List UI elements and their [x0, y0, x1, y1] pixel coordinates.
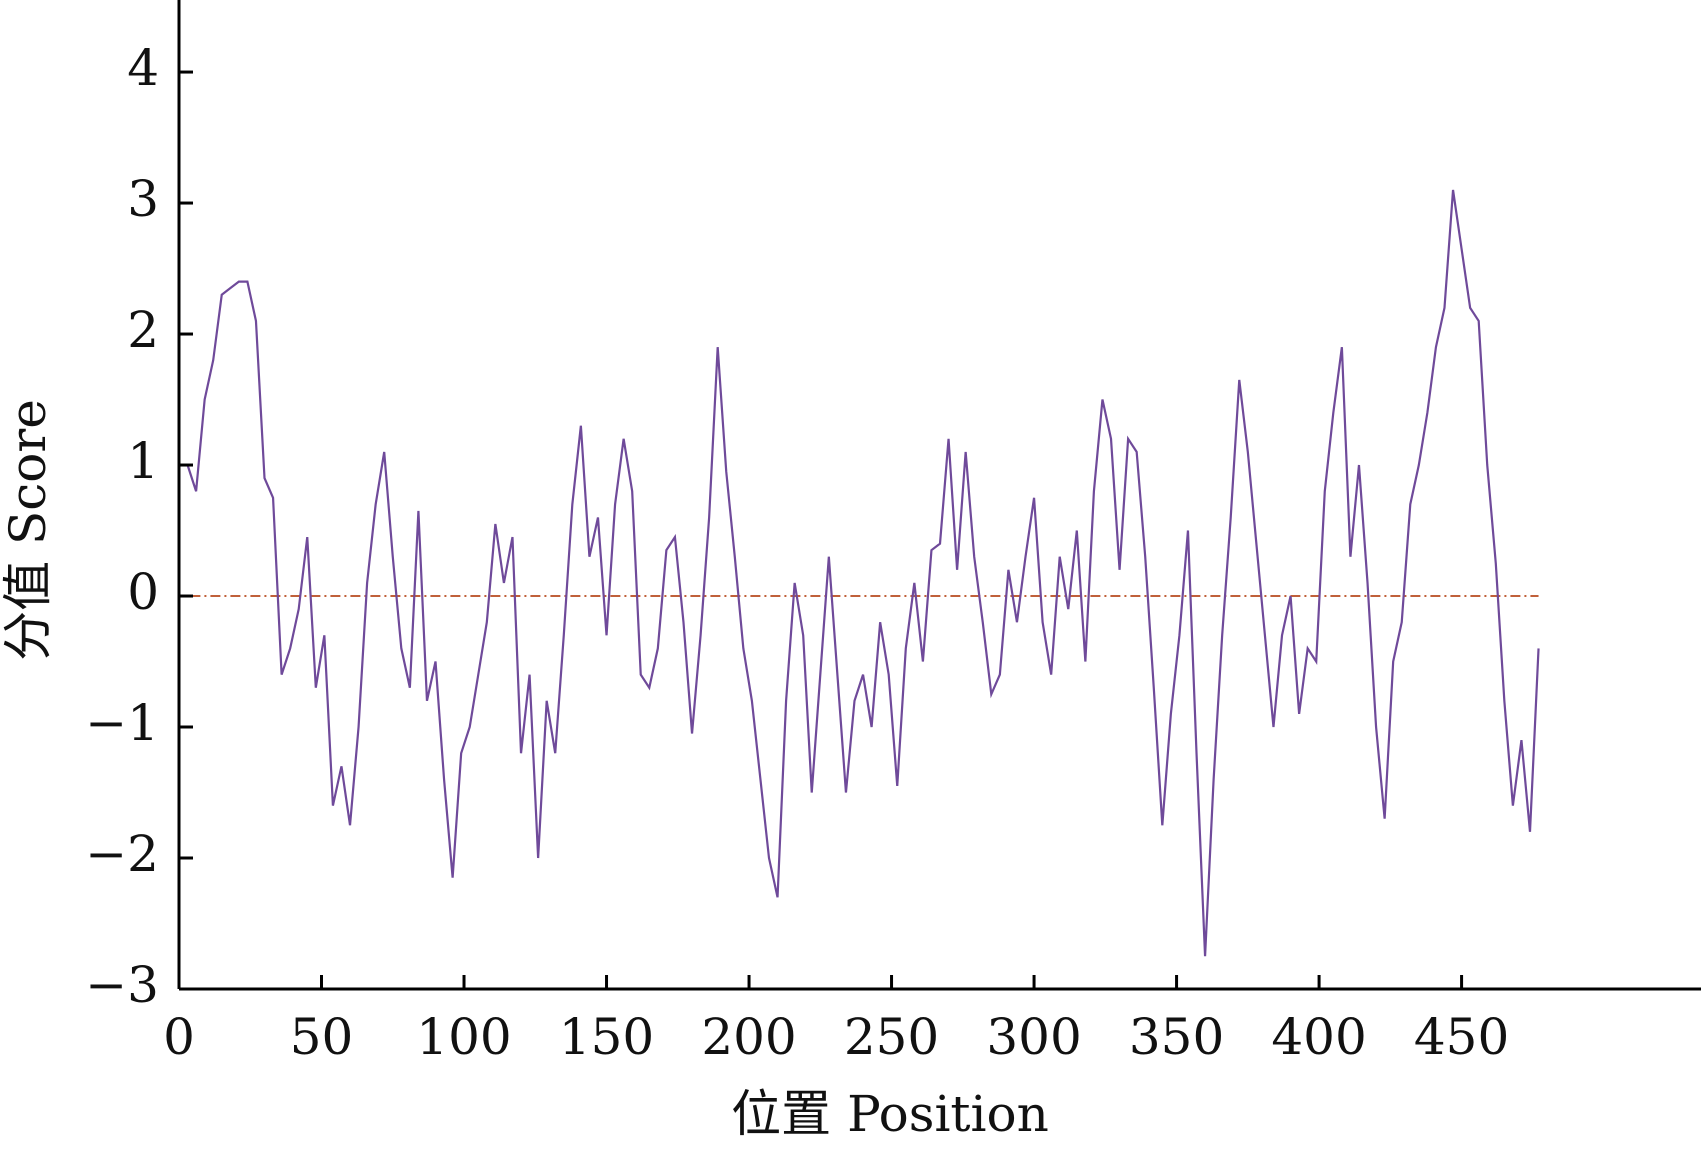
y-tick-label: −3: [85, 956, 159, 1014]
y-tick-label: 4: [127, 39, 159, 97]
x-tick-label: 400: [1271, 1008, 1366, 1066]
x-tick-label: 50: [290, 1008, 354, 1066]
x-tick-label: 250: [844, 1008, 939, 1066]
x-tick-label: 300: [986, 1008, 1081, 1066]
x-tick-label: 200: [701, 1008, 796, 1066]
x-tick-label: 100: [416, 1008, 511, 1066]
y-tick-label: −1: [85, 694, 159, 752]
x-tick-label: 150: [559, 1008, 654, 1066]
score-line: [186, 189, 1540, 957]
x-axis-label: 位置 Position: [731, 1085, 1049, 1143]
x-tick-label: 350: [1129, 1008, 1224, 1066]
y-axis-label: 分值 Score: [0, 399, 57, 661]
y-tick-label: 1: [127, 432, 159, 490]
y-tick-label: −2: [85, 825, 159, 883]
y-tick-label: 0: [127, 563, 159, 621]
x-tick-label: 450: [1414, 1008, 1509, 1066]
y-tick-label: 2: [127, 301, 159, 359]
x-tick-label: 0: [163, 1008, 195, 1066]
y-tick-label: 3: [127, 170, 159, 228]
